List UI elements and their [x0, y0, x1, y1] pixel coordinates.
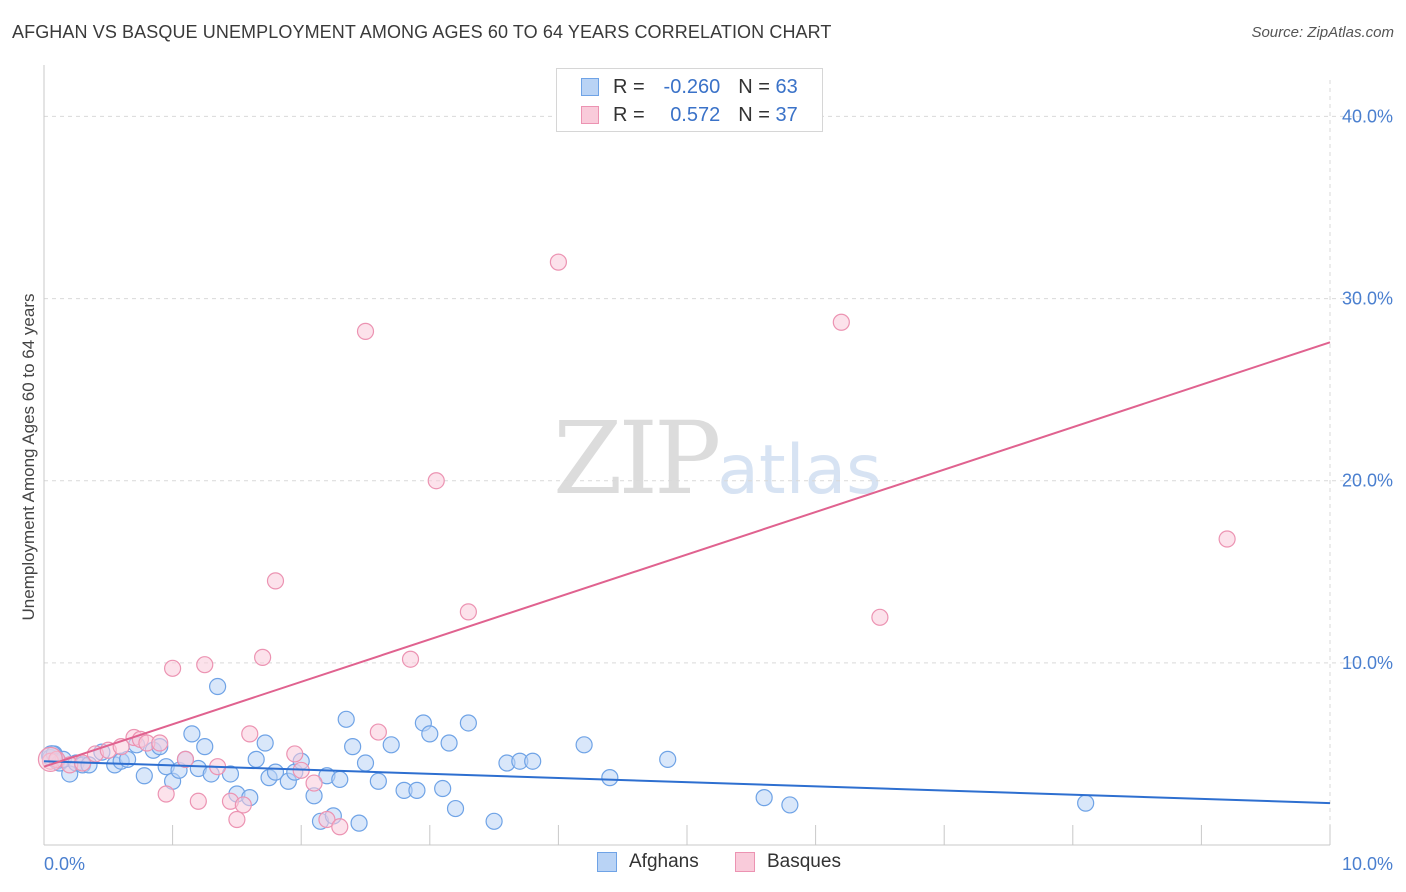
- afghans-point: [183, 725, 201, 743]
- basques-point: [37, 746, 64, 772]
- basques-point: [871, 608, 889, 626]
- afghans-point: [485, 812, 503, 830]
- legend-r-label: R =: [613, 103, 645, 126]
- basques-point: [157, 785, 175, 803]
- legend-r-value: -0.260: [663, 75, 721, 98]
- legend-n-label: N =: [738, 103, 770, 126]
- basques-point: [356, 322, 375, 340]
- basques-swatch: [581, 106, 599, 124]
- afghans-point: [659, 750, 677, 768]
- basques-point: [196, 656, 214, 674]
- axes: [43, 65, 1331, 846]
- afghans-legend-swatch: [597, 852, 617, 872]
- basques-point: [176, 750, 195, 768]
- basques-point: [318, 810, 336, 829]
- source-label: Source: ZipAtlas.com: [1251, 24, 1394, 41]
- basques-point: [189, 792, 207, 810]
- bottom-legend-basques: Basques: [735, 851, 841, 873]
- afghans-point: [440, 734, 458, 752]
- watermark-zip: ZIP: [553, 400, 721, 517]
- basques-point: [254, 648, 272, 666]
- afghans-point: [459, 714, 477, 732]
- basques-legend-swatch: [735, 852, 755, 872]
- afghans-point: [344, 738, 362, 756]
- afghans-point: [421, 725, 439, 743]
- afghans-point: [135, 767, 153, 785]
- afghans-point: [356, 754, 375, 772]
- basques-point: [369, 723, 387, 741]
- afghans-legend-label: Afghans: [629, 851, 699, 872]
- y-tick-label: 30.0%: [1342, 289, 1393, 309]
- legend-r-label: R =: [613, 75, 645, 98]
- basques-point: [331, 818, 349, 836]
- basques-point: [266, 572, 285, 590]
- y-tick-label: 40.0%: [1342, 106, 1393, 126]
- y-axis-label: Unemployment Among Ages 60 to 64 years: [19, 294, 38, 621]
- afghans-point: [781, 796, 799, 814]
- afghans-point: [1077, 794, 1095, 812]
- basques-point: [549, 253, 568, 271]
- afghans-swatch: [581, 78, 599, 96]
- legend-n-value: 63: [775, 75, 798, 98]
- basques-point: [151, 734, 169, 752]
- basques-point: [234, 796, 252, 814]
- afghans-point: [221, 765, 240, 783]
- basques-point: [832, 313, 850, 331]
- axis-labels: 10.0% 20.0% 30.0% 40.0% 0.0% 10.0% Unemploymen…: [19, 106, 1393, 874]
- trend-lines: [43, 341, 1331, 805]
- watermark-atlas: atlas: [717, 431, 882, 510]
- bottom-legend-afghans: Afghans: [597, 851, 699, 873]
- afghans-point: [256, 734, 274, 752]
- y-tick-label: 10.0%: [1342, 653, 1393, 673]
- x-tick-label: 0.0%: [44, 854, 85, 874]
- afghans-point: [247, 750, 265, 768]
- grid-lines: [44, 80, 1360, 845]
- legend-row-basques: R = 0.572 N = 37: [581, 102, 798, 128]
- x-tick-label: 10.0%: [1342, 854, 1393, 874]
- basques-point: [164, 659, 182, 677]
- basques-point: [305, 774, 323, 792]
- correlation-legend: R = -0.260 N = 63 R = 0.572 N = 37: [556, 68, 823, 132]
- afghans-point: [331, 770, 349, 789]
- afghans-point: [524, 752, 542, 770]
- afghans-trend-line: [43, 760, 1331, 805]
- afghans-point: [434, 779, 452, 798]
- afghans-point: [575, 736, 593, 754]
- basques-point: [459, 603, 477, 621]
- y-tick-label: 20.0%: [1342, 471, 1393, 491]
- afghans-point: [755, 789, 773, 807]
- legend-row-afghans: R = -0.260 N = 63: [581, 74, 798, 100]
- afghans-point: [209, 677, 227, 696]
- basques-point: [228, 810, 246, 829]
- afghans-point: [196, 738, 214, 756]
- basques-trend-line: [43, 341, 1331, 768]
- afghans-point: [446, 799, 465, 818]
- afghans-point: [601, 769, 619, 787]
- legend-n-value: 37: [775, 103, 798, 126]
- legend-r-value: 0.572: [670, 103, 721, 126]
- basques-point: [401, 650, 420, 668]
- afghans-point: [382, 736, 400, 754]
- chart-title: AFGHAN VS BASQUE UNEMPLOYMENT AMONG AGES…: [12, 22, 832, 42]
- afghans-point: [350, 814, 368, 832]
- basques-point: [1218, 530, 1236, 548]
- basques-point: [241, 725, 259, 743]
- basques-legend-label: Basques: [767, 851, 841, 872]
- afghans-point: [408, 781, 426, 799]
- legend-n-label: N =: [738, 75, 770, 98]
- basques-series: [37, 253, 1236, 836]
- basques-point: [286, 745, 304, 763]
- basques-point: [427, 472, 445, 490]
- afghans-point: [369, 772, 387, 790]
- watermark: ZIPatlas: [553, 400, 882, 517]
- afghans-point: [337, 710, 355, 728]
